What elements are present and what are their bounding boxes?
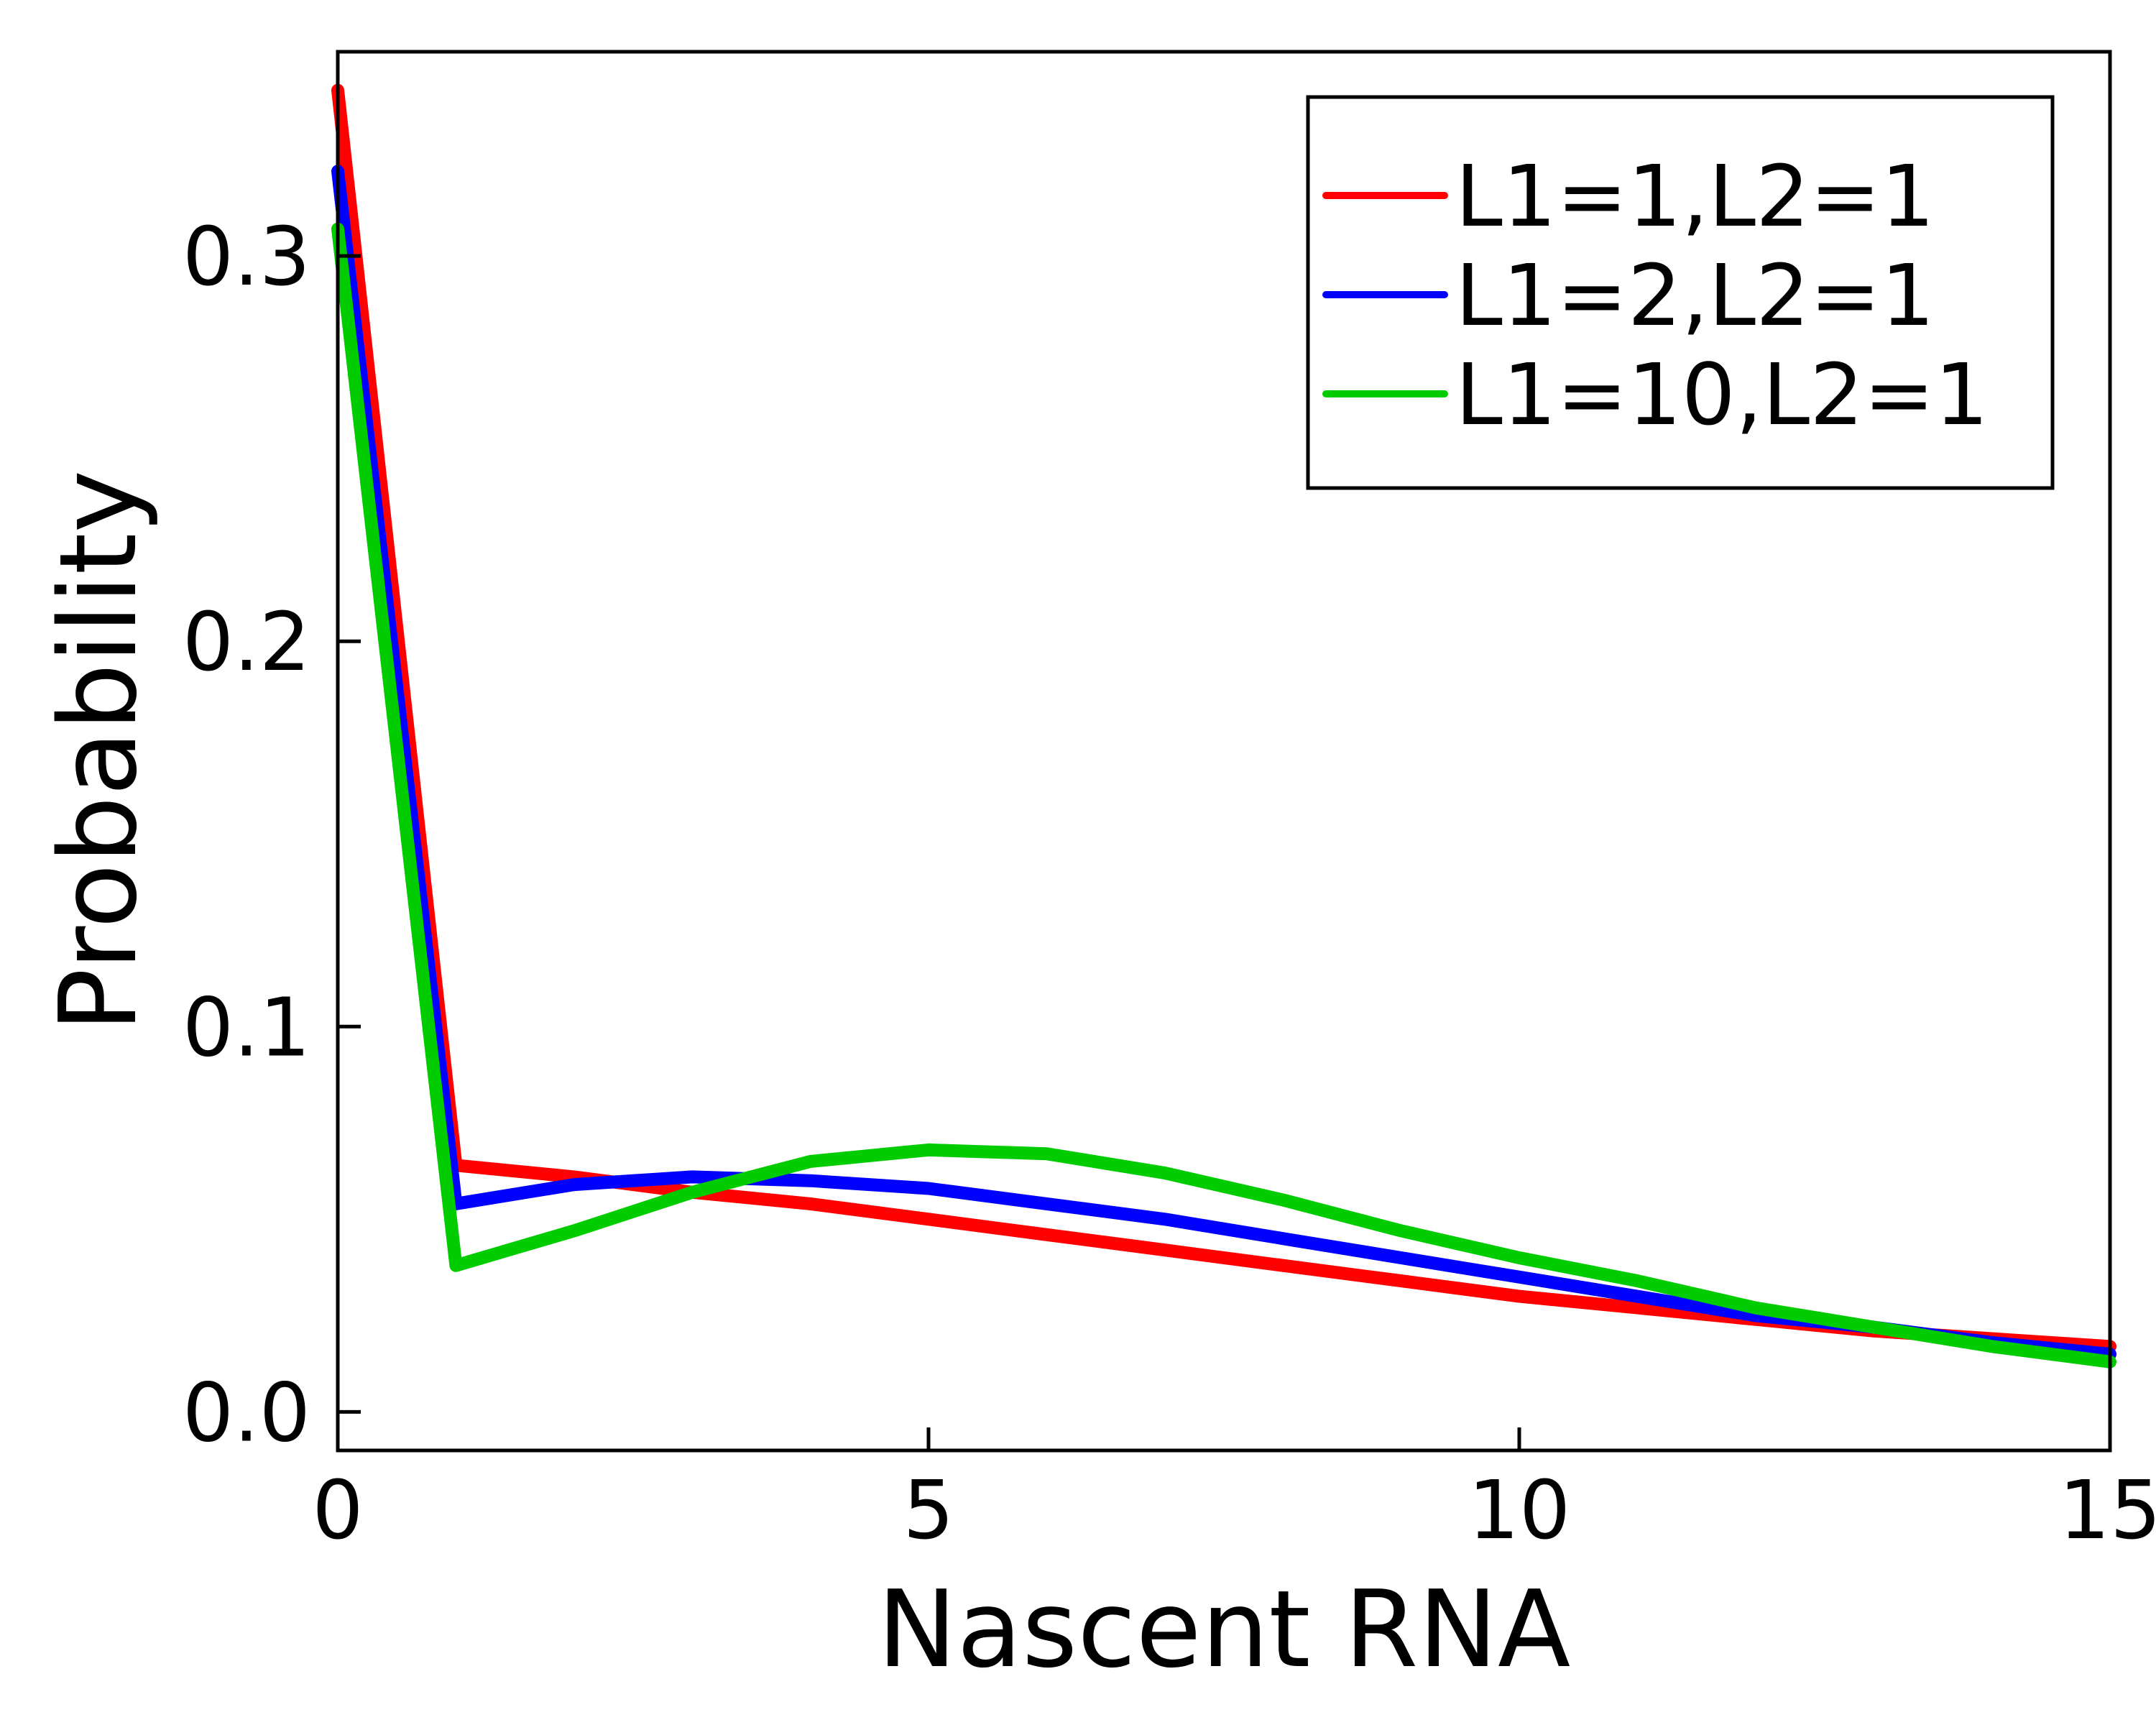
series-line-3: [331, 222, 2116, 1368]
x-axis-label: Nascent RNA: [877, 1568, 1571, 1691]
y-tick-label: 0.1: [183, 981, 310, 1075]
x-axis: 0 5 10 15: [312, 1427, 2156, 1558]
y-tick-label: 0.2: [183, 596, 310, 689]
x-tick-label: 5: [903, 1464, 954, 1558]
legend-label-1: L1=1,L2=1: [1455, 147, 1935, 246]
series-layer: [331, 83, 2116, 1368]
y-tick-label: 0.0: [183, 1366, 310, 1460]
x-tick-label: 10: [1468, 1464, 1571, 1558]
legend-label-3: L1=10,L2=1: [1455, 345, 1989, 444]
y-axis-label: Probability: [37, 470, 160, 1032]
legend-label-2: L1=2,L2=1: [1455, 246, 1935, 345]
plot-frame: [336, 50, 2112, 1453]
y-axis: 0.0 0.1 0.2 0.3: [183, 211, 361, 1460]
x-tick-label: 0: [312, 1464, 363, 1558]
y-tick-label: 0.3: [183, 211, 310, 304]
legend: L1=1,L2=1L1=2,L2=1L1=10,L2=1: [1306, 95, 2055, 490]
x-tick-label: 15: [2059, 1464, 2156, 1558]
